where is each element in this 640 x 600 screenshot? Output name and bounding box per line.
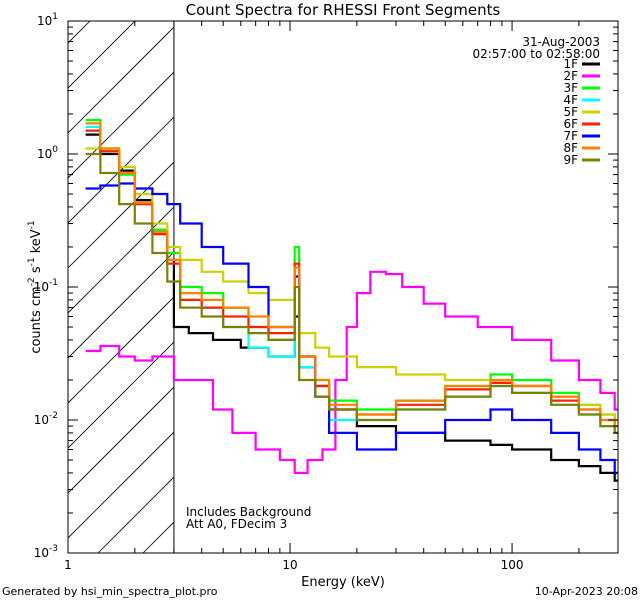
y-tick-label: 10-2 [34, 411, 58, 427]
legend-label-6F: 6F [563, 117, 578, 131]
y-label-exp-cm: -2 [27, 277, 37, 286]
hatch-line [68, 386, 174, 494]
observation-date: 31-Aug-2003 [522, 35, 600, 49]
legend-label-5F: 5F [563, 105, 578, 119]
y-label-exp-kev: -1 [27, 220, 37, 229]
hatch-line [68, 21, 136, 89]
observation-time-range: 02:57:00 to 02:58:00 [473, 47, 600, 61]
hatch-line [68, 21, 91, 44]
legend-label-4F: 4F [563, 93, 578, 107]
hatch-line [68, 341, 174, 449]
x-tick-label: 1 [64, 558, 72, 572]
series-7F-line [85, 182, 618, 474]
legend-label-2F: 2F [563, 69, 578, 83]
generated-date: 10-Apr-2023 20:08 [535, 585, 638, 598]
hatch-line [68, 431, 174, 539]
hatch-line [458, 0, 640, 553]
y-label-s: s [29, 266, 44, 277]
hatch-line [413, 0, 640, 553]
hatch-line [68, 116, 174, 224]
legend-label-1F: 1F [563, 57, 578, 71]
hatch-lines [0, 0, 640, 553]
y-tick-label: 100 [37, 145, 58, 161]
y-tick-label: 10-1 [34, 278, 58, 294]
plot-frame [67, 20, 619, 554]
y-tick-label: 101 [37, 12, 58, 28]
hatch-line [548, 0, 640, 553]
x-axis-label: Energy (keV) [301, 575, 385, 590]
chart-title: Count Spectra for RHESSI Front Segments [186, 1, 501, 19]
axis-ticks: 1 10 100 10-3 10-2 10-1 100 101 [34, 12, 619, 572]
hatch-line [0, 0, 113, 553]
y-axis-label: counts cm-2 s-1 keV-1 [27, 220, 44, 353]
attenuator-hatch-region [0, 0, 640, 553]
hatch-line [68, 296, 174, 404]
hatch-line [68, 161, 174, 269]
annotation-background: Includes Background [186, 505, 311, 519]
generator-note: Generated by hsi_min_spectra_plot.pro [2, 585, 218, 598]
hatch-line [278, 0, 640, 553]
series-3F-line [85, 118, 618, 422]
x-tick-label: 100 [501, 558, 524, 572]
hatch-line [68, 206, 174, 314]
legend-label-3F: 3F [563, 81, 578, 95]
y-tick-label: 10-3 [34, 544, 58, 560]
legend-label-7F: 7F [563, 129, 578, 143]
hatch-line [68, 26, 174, 134]
series-6F-line [85, 129, 618, 428]
x-tick-label: 10 [282, 558, 297, 572]
y-label-counts: counts cm [29, 286, 44, 353]
legend-label-9F: 9F [563, 153, 578, 167]
series-2F-line [85, 270, 618, 474]
hatch-line [368, 0, 640, 553]
y-label-exp-s: -1 [27, 257, 37, 266]
legend-label-8F: 8F [563, 141, 578, 155]
series-1F-line [85, 133, 618, 482]
series-9F-line [85, 152, 618, 434]
y-label-kev: keV [29, 229, 44, 257]
annotation-attenuator: Att A0, FDecim 3 [186, 517, 287, 531]
series-layer [85, 118, 618, 482]
